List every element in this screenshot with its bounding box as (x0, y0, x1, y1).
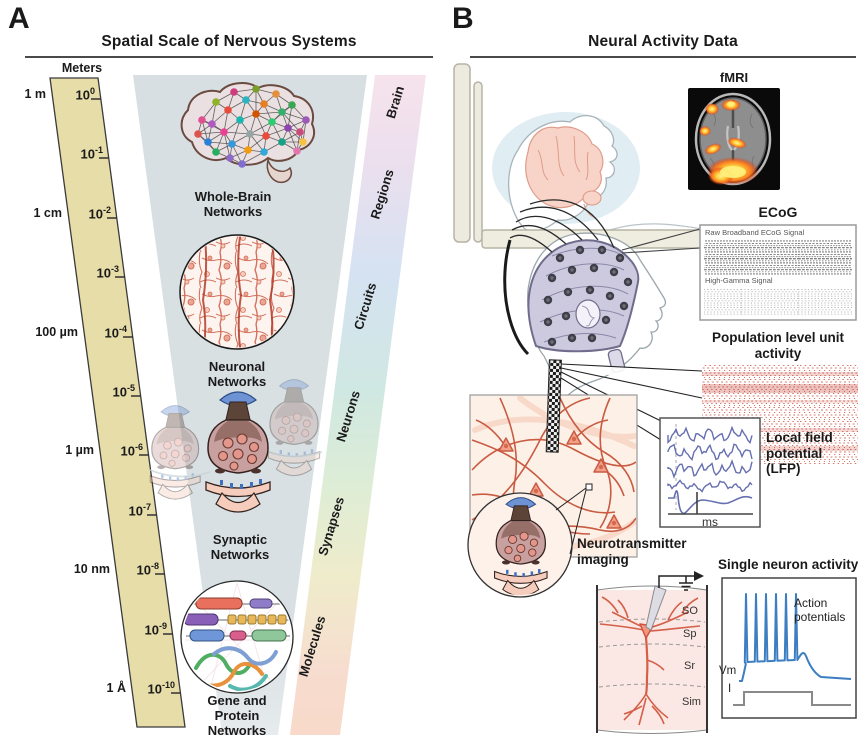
layer-so: SO (682, 605, 698, 617)
side-100um: 100 µm (35, 325, 78, 339)
layer-sp: Sp (683, 628, 697, 640)
side-1um: 1 µm (65, 443, 94, 457)
lfp-axis-label: ms (702, 515, 718, 529)
lfp-label: Local field potential (LFP) (766, 430, 833, 477)
lfp-traces (667, 425, 753, 493)
mri-scanner-illustration (453, 63, 707, 249)
layer-sim: Sim (682, 696, 701, 708)
ecog-raw-label: Raw Broadband ECoG Signal (705, 228, 805, 237)
single-neuron-box (721, 577, 857, 719)
tick-1e-9: 10-9 (144, 621, 167, 638)
tick-1e-10: 10-10 (147, 680, 175, 697)
membrane-potential-trace (739, 593, 852, 682)
scale-funnel (133, 75, 367, 735)
patch-clamp-illustration (596, 571, 708, 734)
brain-network-illustration (180, 82, 316, 184)
panel-b-label: B (452, 2, 474, 35)
tick-1e-7: 10-7 (128, 502, 151, 519)
panel-a-title-rule (25, 56, 433, 58)
tick-1e-8: 10-8 (136, 561, 159, 578)
population-activity-label: Population level unit activity (711, 330, 844, 361)
panel-b-title: Neural Activity Data (588, 33, 738, 50)
side-1cm: 1 cm (33, 206, 63, 220)
neurotransmitter-label: Neurotransmitter imaging (577, 536, 687, 567)
panel-a-label: A (8, 2, 30, 35)
side-1A: 1 Å (106, 681, 126, 695)
panel-a-title: Spatial Scale of Nervous Systems (101, 33, 357, 50)
ecog-signal-box (699, 224, 857, 321)
meter-ruler (49, 77, 186, 728)
side-1m: 1 m (24, 87, 46, 101)
tick-1e-5: 10-5 (112, 383, 135, 400)
fmri-label: fMRI (719, 70, 749, 85)
tick-1e-6: 10-6 (120, 442, 143, 459)
side-10nm: 10 nm (73, 562, 110, 576)
level-whole-brain-networks: Whole-Brain Networks (194, 189, 272, 219)
tick-1e-2: 10-2 (88, 205, 111, 222)
neurotransmitter-circle (467, 483, 593, 598)
action-potentials-label: Action potentials (794, 596, 846, 624)
ecog-head-illustration (503, 199, 701, 398)
neuronal-network-photo (179, 234, 295, 350)
ruler-header: Meters (61, 61, 103, 75)
recording-probe (545, 359, 562, 453)
level-synaptic-networks: Synaptic Networks (210, 532, 270, 562)
synapse-illustration (149, 379, 323, 513)
tick-1e-3: 10-3 (96, 264, 119, 281)
level-gene-protein-networks: Gene and Protein Networks (207, 693, 267, 735)
tick-1e0: 100 (75, 86, 95, 103)
brain-network-nodes (194, 85, 310, 168)
layer-sr: Sr (684, 660, 695, 672)
ecog-high-gamma-label: High-Gamma Signal (705, 276, 773, 285)
vm-label: Vm (719, 665, 737, 677)
panel-b-title-rule (470, 56, 856, 58)
fmri-image (688, 88, 780, 190)
magnitude-scale-bar (290, 75, 426, 735)
gene-protein-illustration (180, 580, 294, 694)
level-neuronal-networks: Neuronal Networks (207, 359, 267, 389)
i-label: I (728, 683, 732, 695)
tick-1e-4: 10-4 (104, 324, 127, 341)
ecog-label: ECoG (758, 204, 798, 220)
lfp-box (659, 417, 761, 528)
population-raster (560, 363, 858, 465)
single-neuron-title: Single neuron activity (718, 557, 858, 572)
tick-1e-1: 10-1 (80, 145, 103, 162)
